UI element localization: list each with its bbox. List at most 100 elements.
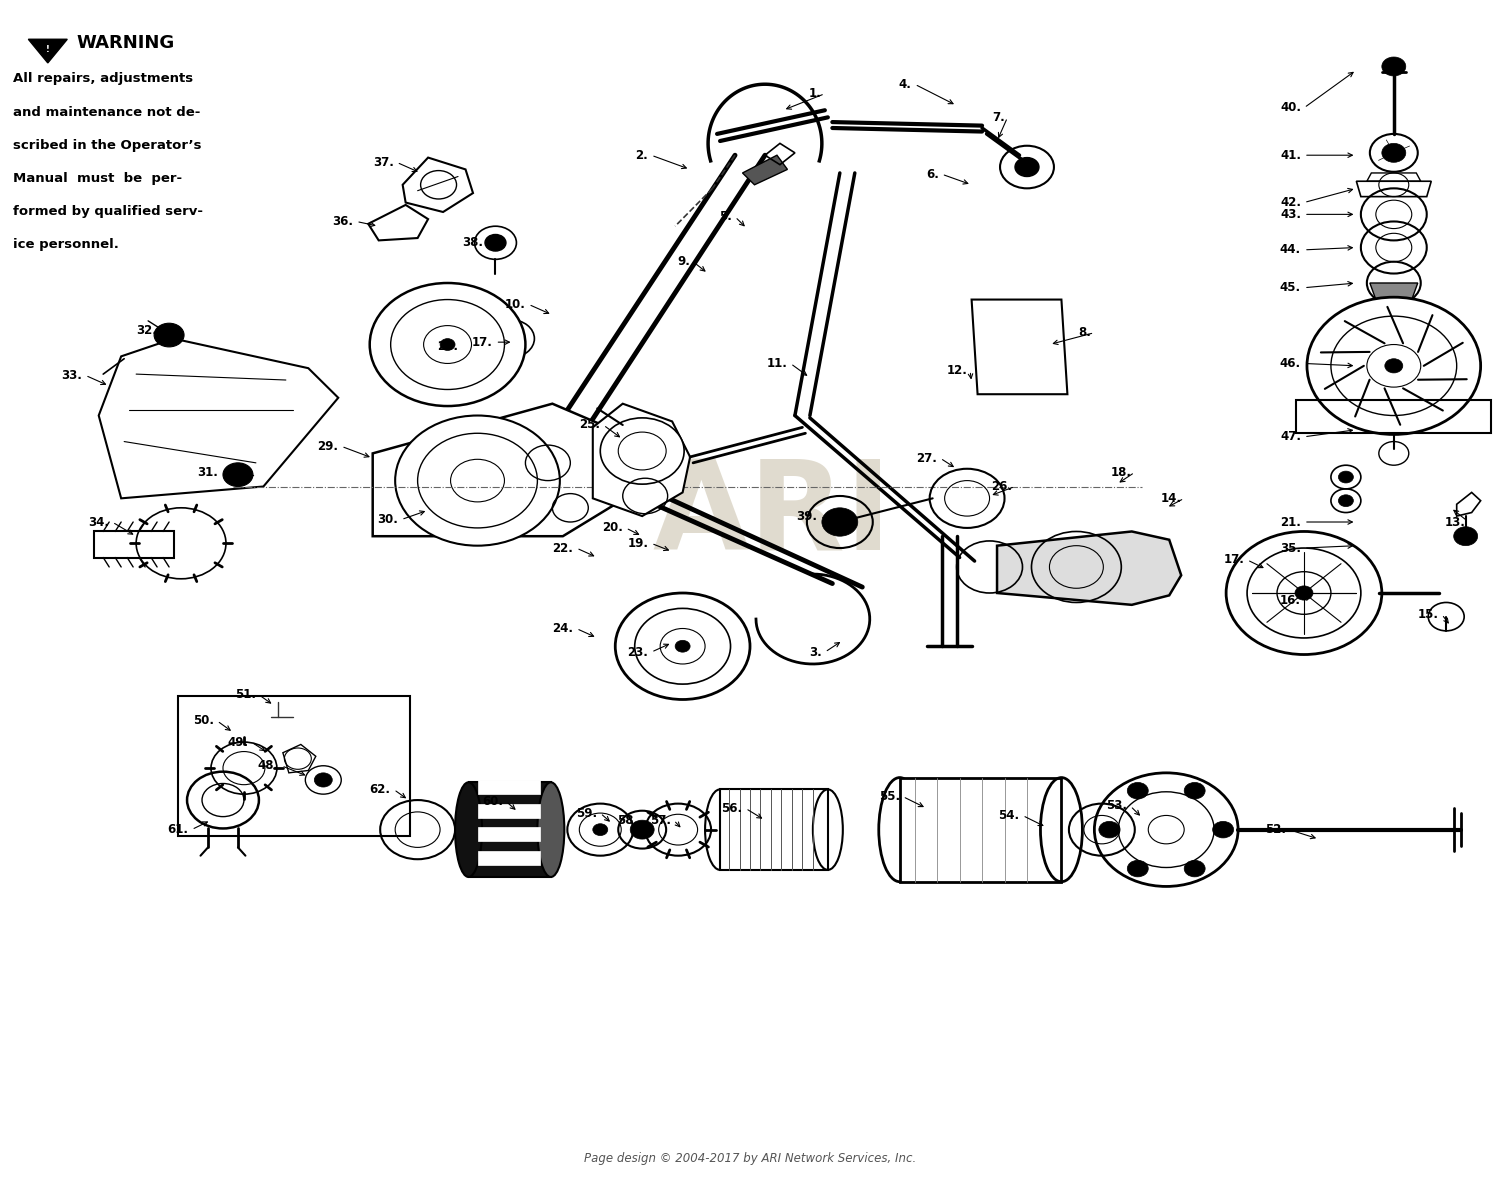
Bar: [468, 783, 550, 876]
Text: 30.: 30.: [378, 514, 398, 527]
Text: 33.: 33.: [62, 369, 82, 382]
Text: 18.: 18.: [1112, 466, 1132, 479]
Text: 48.: 48.: [258, 759, 279, 772]
Text: 13.: 13.: [1444, 516, 1466, 529]
Text: 19.: 19.: [627, 537, 648, 550]
Text: 39.: 39.: [796, 510, 818, 523]
Circle shape: [1184, 860, 1204, 876]
Text: 44.: 44.: [1280, 243, 1300, 256]
Text: 51.: 51.: [236, 688, 256, 701]
Text: 11.: 11.: [766, 357, 788, 370]
Circle shape: [1226, 531, 1382, 655]
Text: formed by qualified serv-: formed by qualified serv-: [13, 205, 204, 218]
Circle shape: [600, 417, 684, 484]
Bar: [477, 780, 540, 795]
Circle shape: [1338, 471, 1353, 483]
Text: ARI: ARI: [652, 455, 892, 576]
Text: 41.: 41.: [1280, 148, 1300, 161]
Text: 27.: 27.: [916, 452, 938, 465]
Text: and maintenance not de-: and maintenance not de-: [13, 106, 201, 119]
Text: 40.: 40.: [1280, 101, 1300, 114]
Text: 7.: 7.: [992, 110, 1005, 123]
Circle shape: [1016, 158, 1040, 177]
Circle shape: [1454, 527, 1478, 546]
Text: 43.: 43.: [1280, 208, 1300, 221]
Text: 15.: 15.: [1418, 607, 1438, 620]
Circle shape: [1382, 144, 1406, 162]
Text: 32.: 32.: [136, 324, 158, 337]
Polygon shape: [28, 39, 68, 63]
Circle shape: [615, 593, 750, 700]
Text: 46.: 46.: [1280, 357, 1300, 370]
Circle shape: [1128, 783, 1149, 799]
Text: 9.: 9.: [676, 255, 690, 268]
Text: 3.: 3.: [808, 645, 822, 658]
Text: 47.: 47.: [1280, 431, 1300, 444]
Text: 38.: 38.: [462, 236, 483, 249]
Text: 50.: 50.: [194, 714, 214, 727]
Text: scribed in the Operator’s: scribed in the Operator’s: [13, 139, 202, 152]
Text: 23.: 23.: [627, 645, 648, 658]
Text: 52.: 52.: [1264, 823, 1286, 836]
Circle shape: [1212, 822, 1233, 839]
Text: 28.: 28.: [436, 340, 457, 353]
Text: 45.: 45.: [1280, 281, 1300, 294]
Text: 16.: 16.: [1280, 594, 1300, 606]
Text: 5.: 5.: [718, 210, 732, 223]
Circle shape: [369, 283, 525, 406]
Ellipse shape: [537, 783, 564, 876]
Text: 55.: 55.: [879, 790, 900, 803]
Text: 58.: 58.: [616, 814, 638, 827]
Polygon shape: [998, 531, 1180, 605]
Circle shape: [1128, 860, 1149, 876]
Text: 22.: 22.: [552, 542, 573, 555]
Circle shape: [484, 235, 506, 251]
Text: Page design © 2004-2017 by ARI Network Services, Inc.: Page design © 2004-2017 by ARI Network S…: [584, 1152, 916, 1165]
Polygon shape: [1370, 283, 1417, 300]
Circle shape: [1294, 586, 1312, 600]
Bar: [720, 790, 828, 869]
Text: 17.: 17.: [1222, 554, 1244, 567]
Text: All repairs, adjustments: All repairs, adjustments: [13, 72, 194, 85]
Text: 29.: 29.: [318, 440, 339, 453]
Bar: [1296, 400, 1491, 433]
Polygon shape: [592, 403, 690, 516]
Text: 56.: 56.: [722, 802, 742, 815]
Text: 4.: 4.: [898, 78, 912, 90]
Text: 57.: 57.: [650, 814, 670, 827]
Bar: [477, 828, 540, 842]
Text: 20.: 20.: [602, 522, 622, 535]
Circle shape: [630, 821, 654, 840]
Circle shape: [1100, 822, 1120, 839]
Polygon shape: [742, 155, 788, 185]
Text: Manual  must  be  per-: Manual must be per-: [13, 172, 183, 185]
Text: 6.: 6.: [926, 167, 939, 180]
Text: 26.: 26.: [992, 480, 1012, 493]
Text: 53.: 53.: [1107, 799, 1128, 812]
Circle shape: [1384, 358, 1402, 372]
Text: 60.: 60.: [482, 795, 502, 808]
Text: 34.: 34.: [88, 516, 110, 529]
Circle shape: [1382, 57, 1406, 76]
Circle shape: [440, 339, 454, 350]
Circle shape: [154, 324, 184, 346]
Polygon shape: [372, 403, 622, 536]
Bar: [477, 850, 540, 865]
Text: 35.: 35.: [1280, 542, 1300, 555]
Circle shape: [1338, 495, 1353, 506]
Circle shape: [315, 773, 333, 788]
Text: 36.: 36.: [332, 215, 352, 228]
Text: 59.: 59.: [576, 806, 597, 820]
Text: 1.: 1.: [808, 88, 822, 100]
Circle shape: [675, 640, 690, 652]
Text: 31.: 31.: [198, 466, 219, 479]
Circle shape: [1306, 298, 1480, 434]
Text: 12.: 12.: [946, 364, 968, 377]
Circle shape: [1184, 783, 1204, 799]
Text: 2.: 2.: [636, 148, 648, 161]
Bar: [900, 778, 1062, 881]
Text: !: !: [46, 45, 50, 55]
Ellipse shape: [454, 783, 482, 876]
Text: 37.: 37.: [374, 155, 393, 168]
Text: 42.: 42.: [1280, 196, 1300, 209]
